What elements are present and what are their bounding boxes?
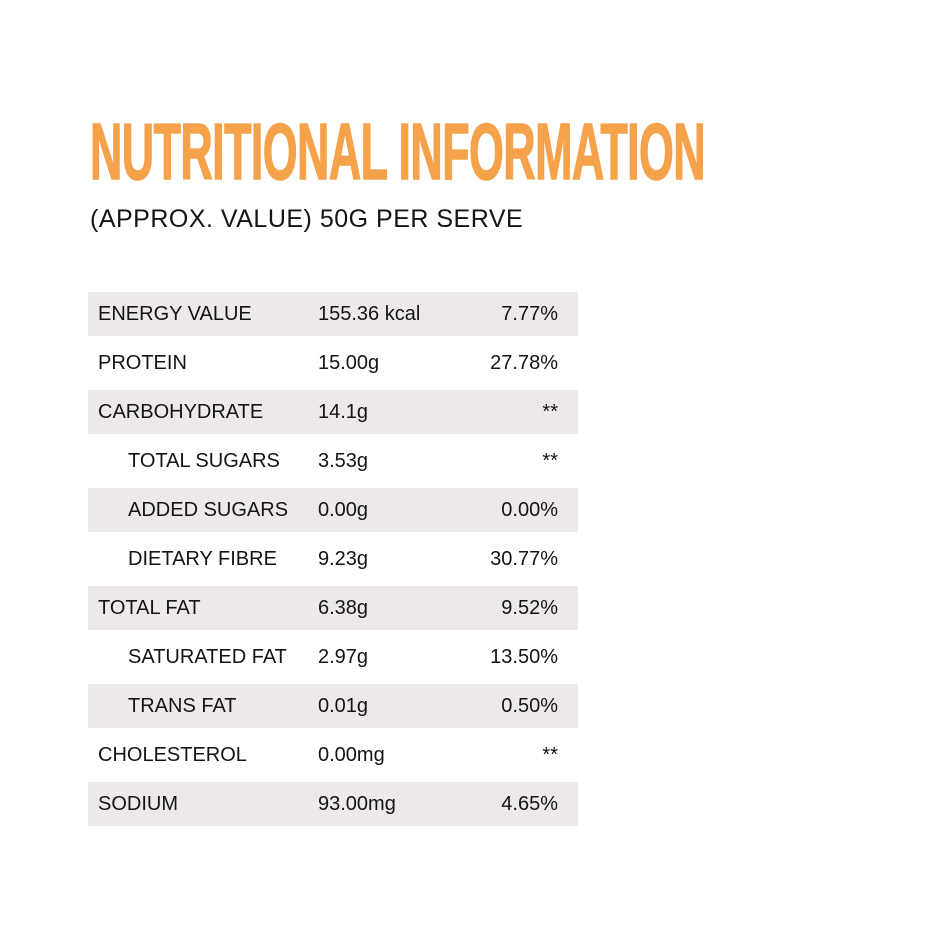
table-row: SATURATED FAT 2.97g 13.50% xyxy=(88,635,578,679)
table-row: CHOLESTEROL 0.00mg ** xyxy=(88,733,578,777)
nutrient-label: DIETARY FIBRE xyxy=(128,548,277,570)
nutrient-label: ENERGY VALUE xyxy=(98,303,252,325)
nutrient-label: TRANS FAT xyxy=(128,695,237,717)
nutrient-amount: 155.36 kcal xyxy=(318,303,421,325)
nutrient-label: ADDED SUGARS xyxy=(128,499,289,521)
nutrient-label: CHOLESTEROL xyxy=(98,744,247,766)
page-title: NUTRITIONAL INFORMATION xyxy=(90,107,706,196)
nutrient-rda-percent: 0.00% xyxy=(501,499,558,521)
nutrient-amount: 3.53g xyxy=(318,450,369,472)
nutrient-amount: 14.1g xyxy=(318,401,369,423)
nutrient-amount: 6.38g xyxy=(318,597,369,619)
nutrient-rda-percent: 4.65% xyxy=(501,793,558,815)
nutrient-label: SODIUM xyxy=(98,793,178,815)
nutrient-label: TOTAL SUGARS xyxy=(128,450,280,472)
nutrient-rda-percent: 13.50% xyxy=(490,646,558,668)
nutrient-amount: 15.00g xyxy=(318,352,380,374)
table-row: DIETARY FIBRE 9.23g 30.77% xyxy=(88,537,578,581)
nutrient-label: TOTAL FAT xyxy=(98,597,201,619)
nutrient-rda-percent: 7.77% xyxy=(501,303,558,325)
nutrient-rda-percent: 0.50% xyxy=(501,695,558,717)
table-row: ENERGY VALUE 155.36 kcal 7.77% xyxy=(88,292,578,336)
nutrient-label: PROTEIN xyxy=(98,352,187,374)
table-row: TOTAL FAT 6.38g 9.52% xyxy=(88,586,578,630)
nutrient-amount: 2.97g xyxy=(318,646,369,668)
nutrient-amount: 0.01g xyxy=(318,695,369,717)
table-row: TRANS FAT 0.01g 0.50% xyxy=(88,684,578,728)
table-row: PROTEIN 15.00g 27.78% xyxy=(88,341,578,385)
nutrient-amount: 0.00g xyxy=(318,499,369,521)
nutrient-rda-percent: 9.52% xyxy=(501,597,558,619)
nutrient-label: CARBOHYDRATE xyxy=(98,401,264,423)
nutrient-rda-percent: 27.78% xyxy=(490,352,558,374)
table-row: ADDED SUGARS 0.00g 0.00% xyxy=(88,488,578,532)
nutrient-rda-percent: ** xyxy=(542,401,558,423)
nutrition-table: ENERGY VALUE 155.36 kcal 7.77% PROTEIN 1… xyxy=(88,287,578,831)
nutrient-rda-percent: 30.77% xyxy=(490,548,558,570)
serving-subtitle: (APPROX. VALUE) 50G PER SERVE xyxy=(90,205,524,233)
nutrient-amount: 0.00mg xyxy=(318,744,385,766)
nutrient-rda-percent: ** xyxy=(542,744,558,766)
table-row: TOTAL SUGARS 3.53g ** xyxy=(88,439,578,483)
nutrient-label: SATURATED FAT xyxy=(128,646,287,668)
nutrient-amount: 9.23g xyxy=(318,548,369,570)
table-row: SODIUM 93.00mg 4.65% xyxy=(88,782,578,826)
nutrient-amount: 93.00mg xyxy=(318,793,396,815)
nutrient-rda-percent: ** xyxy=(542,450,558,472)
table-row: CARBOHYDRATE 14.1g ** xyxy=(88,390,578,434)
